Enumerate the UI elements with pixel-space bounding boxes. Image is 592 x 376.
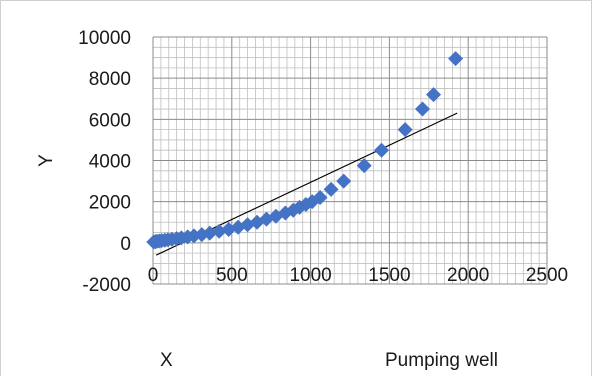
data-point [211, 223, 227, 239]
y-tick-label: 2000 [89, 193, 131, 214]
y-tick-label: 4000 [89, 152, 131, 173]
data-point [448, 51, 464, 67]
data-point [414, 101, 430, 117]
data-point [336, 173, 352, 189]
y-tick-label: 6000 [89, 110, 131, 131]
y-tick-label: 10000 [78, 28, 131, 49]
x-tick-label: 0 [148, 265, 159, 286]
x-tick-label: 2500 [526, 265, 568, 286]
data-point [312, 190, 328, 206]
data-point [426, 87, 442, 103]
x-tick-label: 500 [216, 265, 248, 286]
x-axis-title: X [160, 350, 173, 371]
y-tick-label: -2000 [82, 275, 131, 296]
chart-caption: Pumping well [385, 350, 498, 371]
data-point [323, 181, 339, 197]
x-tick-label: 2000 [447, 265, 489, 286]
y-tick-label: 0 [120, 234, 131, 255]
frame-top-border [0, 0, 592, 1]
frame-left-border [0, 0, 1, 376]
y-axis-title: Y [36, 154, 57, 167]
data-point [356, 158, 372, 174]
x-tick-label: 1000 [289, 265, 331, 286]
data-point [374, 142, 390, 158]
x-tick-label: 1500 [368, 265, 410, 286]
data-point [202, 225, 218, 241]
data-point [397, 122, 413, 138]
y-tick-label: 8000 [89, 69, 131, 90]
